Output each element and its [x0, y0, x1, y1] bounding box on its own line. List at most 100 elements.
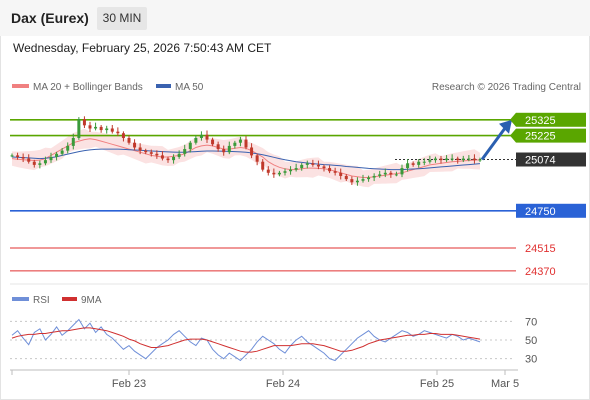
candle-body — [138, 147, 142, 151]
candle-body — [60, 150, 64, 154]
candle-body — [411, 163, 415, 165]
pivot-support-label-bg — [516, 203, 586, 218]
candle-body — [10, 155, 14, 157]
candle-body — [305, 163, 309, 165]
candle-body — [99, 126, 103, 131]
candle-body — [133, 142, 137, 148]
rsi-tick-label: 70 — [525, 316, 537, 328]
candle-body — [166, 158, 170, 161]
candle-body — [322, 166, 326, 169]
candle-body — [361, 179, 365, 181]
candle-body — [350, 179, 354, 183]
candle-body — [160, 155, 164, 159]
ma20-legend-label: MA 20 + Bollinger Bands — [33, 82, 143, 93]
candle-body — [211, 139, 215, 145]
x-tick-label: Mar 5 — [491, 378, 519, 390]
candle-body — [261, 161, 265, 170]
rsi-ma-legend-swatch — [62, 297, 77, 301]
ma20-legend-swatch — [12, 84, 29, 88]
rsi-line — [11, 318, 481, 362]
candle-body — [461, 158, 465, 161]
candles — [10, 116, 482, 186]
candle-body — [406, 163, 410, 169]
rsi-legend-label: RSI — [33, 295, 50, 306]
candle-body — [422, 161, 426, 163]
candle-body — [472, 158, 476, 161]
candle-body — [294, 168, 298, 170]
candle-body — [428, 160, 432, 162]
candle-body — [155, 153, 159, 156]
candle-body — [450, 158, 454, 160]
candle-body — [355, 180, 359, 183]
candle-body — [445, 158, 449, 161]
candle-body — [417, 161, 421, 165]
candle-body — [94, 126, 98, 129]
candle-body — [77, 118, 81, 138]
time-axis: Feb 23 Feb 24 Feb 25 Mar 5 — [11, 370, 519, 390]
candle-body — [183, 149, 187, 154]
candle-body — [439, 158, 443, 161]
candle-body — [43, 160, 47, 164]
resistance-1-label: 25225 — [525, 131, 556, 143]
rsi-ma-legend-label: 9MA — [81, 295, 102, 306]
candle-body — [378, 174, 382, 176]
candle-body — [333, 171, 337, 173]
candle-body — [266, 169, 270, 173]
rsi-tick-label: 50 — [525, 335, 537, 347]
candle-body — [121, 133, 125, 138]
forecast-arrow-shaft — [480, 125, 508, 161]
candle-body — [105, 128, 109, 131]
current-price-label: 25074 — [525, 155, 556, 167]
candle-body — [372, 175, 376, 178]
candle-body — [177, 153, 181, 157]
current-price-label-bg — [516, 152, 586, 167]
candle-body — [216, 144, 220, 150]
candle-body — [227, 145, 231, 153]
x-tick-label: Feb 23 — [112, 378, 146, 390]
candle-body — [328, 168, 332, 172]
rsi-panel: 70 50 30 — [10, 316, 537, 366]
candle-body — [116, 131, 120, 134]
candle-body — [55, 153, 59, 157]
level-labels: 25325 25225 25074 24750 24515 24370 — [510, 112, 586, 278]
pivot-support-label: 24750 — [525, 206, 556, 218]
candle-body — [250, 147, 254, 156]
ma50-legend-swatch — [156, 84, 171, 88]
candle-body — [478, 159, 482, 161]
resistance-2-label-pointer — [510, 112, 516, 127]
candle-body — [110, 128, 114, 132]
candle-body — [149, 152, 153, 154]
resistance-1-label-pointer — [510, 128, 516, 143]
candle-body — [49, 156, 53, 161]
candle-body — [389, 172, 393, 175]
rsi-legend-swatch — [12, 297, 29, 301]
candle-body — [88, 125, 92, 129]
candle-body — [127, 137, 131, 143]
x-tick-label: Feb 24 — [266, 378, 300, 390]
candle-body — [188, 142, 192, 150]
candle-body — [32, 161, 36, 165]
credit-label: Research © 2026 Trading Central — [432, 82, 581, 93]
candle-body — [467, 158, 471, 160]
candle-body — [311, 163, 315, 165]
candle-body — [82, 118, 86, 126]
candle-body — [433, 158, 437, 161]
candle-body — [222, 149, 226, 153]
candle-body — [233, 142, 237, 146]
candle-body — [300, 164, 304, 169]
price-levels — [10, 118, 516, 272]
candle-body — [283, 171, 287, 173]
candle-body — [66, 145, 70, 151]
timeframe-button[interactable]: 30 MIN — [97, 7, 147, 30]
header-bar: Dax (Eurex) 30 MIN — [0, 0, 590, 36]
candle-body — [394, 174, 398, 176]
candle-body — [244, 139, 248, 148]
candle-body — [144, 150, 148, 153]
instrument-title: Dax (Eurex) — [11, 10, 89, 26]
support-2-label: 24370 — [525, 266, 556, 278]
candle-body — [27, 158, 31, 162]
rsi-tick-label: 30 — [525, 354, 537, 366]
support-1-label: 24515 — [525, 243, 556, 255]
resistance-1-label-bg — [516, 128, 586, 143]
